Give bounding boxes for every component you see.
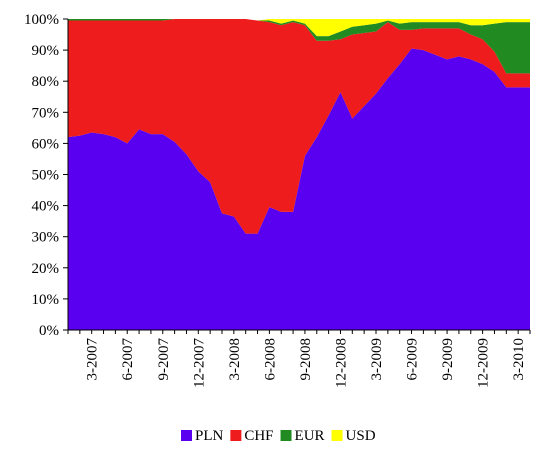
- x-tick-label: 12-2008: [333, 338, 349, 388]
- x-tick-label: 3-2008: [227, 338, 243, 381]
- y-tick-label: 50%: [32, 168, 60, 184]
- legend-swatch-eur: [280, 430, 292, 441]
- y-tick-label: 40%: [32, 199, 60, 215]
- legend: PLN CHF EUR USD: [181, 428, 376, 444]
- y-tick-label: 10%: [32, 292, 60, 308]
- y-tick-label: 90%: [32, 43, 60, 59]
- legend-swatch-usd: [331, 430, 343, 441]
- y-tick-label: 80%: [32, 74, 60, 90]
- x-tick-label: 6-2007: [120, 338, 136, 381]
- legend-label-eur: EUR: [295, 428, 325, 444]
- x-tick-label: 9-2008: [298, 338, 314, 381]
- y-tick-label: 70%: [32, 105, 60, 121]
- x-tick-label: 3-2009: [369, 338, 385, 381]
- y-axis-ticks: 0% 10% 20% 30% 40% 50% 60% 70% 80% 90% 100%: [24, 12, 68, 339]
- y-tick-label: 100%: [24, 12, 59, 28]
- area-chf: [68, 19, 530, 234]
- x-axis-ticks: 3-2007 6-2007 9-2007 12-2007 3-2008 6-2008 9-2…: [67, 330, 531, 388]
- y-tick-label: 60%: [32, 136, 60, 152]
- area-usd: [68, 19, 530, 37]
- area-pln: [68, 48, 530, 331]
- x-tick-label: 6-2009: [405, 338, 421, 381]
- y-tick-label: 20%: [32, 261, 60, 277]
- legend-label-usd: USD: [346, 428, 376, 444]
- x-tick-label: 12-2007: [191, 338, 207, 388]
- x-tick-label: 9-2009: [440, 338, 456, 381]
- x-tick-label: 9-2007: [156, 338, 172, 381]
- x-tick-label: 3-2007: [85, 338, 101, 381]
- legend-label-pln: PLN: [195, 428, 224, 444]
- legend-swatch-pln: [181, 430, 192, 441]
- legend-label-chf: CHF: [244, 428, 273, 444]
- x-tick-label: 12-2009: [476, 338, 492, 388]
- x-tick-label: 6-2008: [262, 338, 278, 381]
- y-tick-label: 30%: [32, 230, 60, 246]
- legend-swatch-chf: [230, 430, 242, 441]
- y-tick-label: 0%: [39, 323, 59, 339]
- area-layer: [68, 19, 530, 331]
- x-tick-label: 3-2010: [511, 338, 527, 381]
